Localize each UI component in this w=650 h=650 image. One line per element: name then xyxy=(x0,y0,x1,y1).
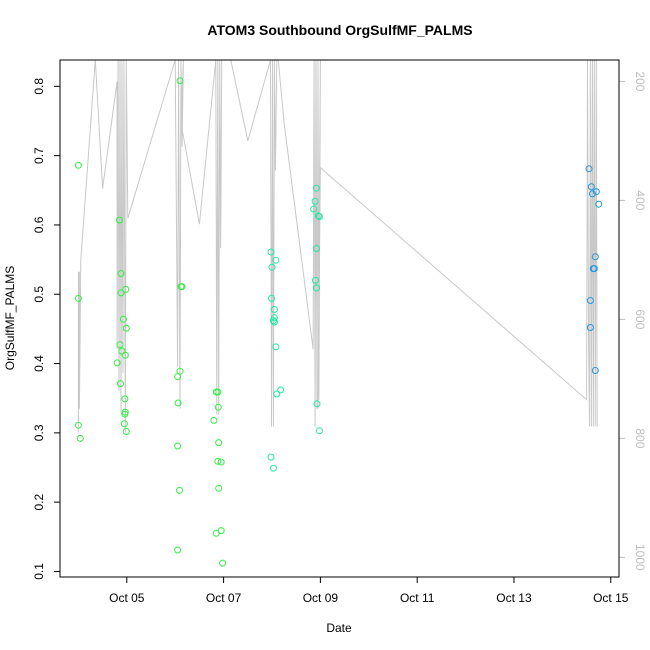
data-point xyxy=(313,400,321,408)
data-point xyxy=(122,285,130,293)
right-tick-label: 1000 xyxy=(633,544,647,571)
data-point xyxy=(76,434,84,442)
data-point xyxy=(121,395,129,403)
x-axis-label: Date xyxy=(326,621,352,635)
x-tick-label: Oct 15 xyxy=(593,591,629,605)
x-tick-label: Oct 13 xyxy=(496,591,532,605)
chart-title: ATOM3 Southbound OrgSulfMF_PALMS xyxy=(207,22,472,38)
data-point xyxy=(586,297,594,304)
data-point xyxy=(212,529,220,537)
data-point xyxy=(117,380,124,388)
data-point xyxy=(273,390,281,398)
data-point xyxy=(592,188,600,196)
data-point xyxy=(74,161,82,169)
data-point xyxy=(121,351,129,359)
data-point xyxy=(311,197,319,205)
data-point xyxy=(174,399,182,407)
data-point xyxy=(121,410,129,418)
data-point xyxy=(174,546,182,554)
right-tick-label: 200 xyxy=(633,71,647,91)
y-axis-label: OrgSulfMF_PALMS xyxy=(3,266,17,370)
data-point xyxy=(214,403,222,411)
data-point xyxy=(590,265,598,273)
data-point xyxy=(313,184,320,192)
data-point xyxy=(586,324,594,331)
x-tick-label: Oct 09 xyxy=(303,591,339,605)
right-tick-label: 800 xyxy=(633,428,647,448)
data-point xyxy=(313,245,320,252)
data-point xyxy=(315,213,323,221)
data-point xyxy=(310,205,318,213)
y-tick-label: 0.7 xyxy=(32,147,46,164)
data-points-layer xyxy=(74,77,603,567)
data-point xyxy=(174,442,182,450)
data-point xyxy=(113,359,121,367)
right-tick-label: 600 xyxy=(633,309,647,329)
y-tick-label: 0.4 xyxy=(32,355,46,372)
x-tick-label: Oct 11 xyxy=(400,591,435,605)
y-tick-label: 0.1 xyxy=(32,563,46,580)
data-point xyxy=(210,416,218,424)
data-point xyxy=(267,453,275,461)
data-point xyxy=(272,256,280,264)
data-point xyxy=(587,183,595,191)
data-point xyxy=(176,486,183,494)
plot-frame xyxy=(59,59,620,578)
x-tick-label: Oct 05 xyxy=(109,591,145,605)
data-point xyxy=(270,306,278,313)
right-tick-label: 400 xyxy=(633,190,647,210)
data-point xyxy=(215,484,223,492)
data-point xyxy=(591,253,599,261)
y-tick-label: 0.3 xyxy=(32,424,46,441)
data-point xyxy=(214,457,222,465)
data-point xyxy=(117,270,125,277)
data-point xyxy=(313,284,320,292)
data-point xyxy=(215,439,223,447)
data-point xyxy=(277,386,285,394)
data-point xyxy=(272,343,280,351)
data-point xyxy=(595,200,603,208)
data-point xyxy=(269,317,277,325)
data-point xyxy=(312,276,319,284)
y-tick-label: 0.2 xyxy=(32,493,46,510)
data-point xyxy=(176,77,184,85)
y-tick-label: 0.6 xyxy=(32,216,46,233)
data-point xyxy=(591,367,599,374)
data-point xyxy=(267,248,275,256)
data-point xyxy=(219,559,227,567)
data-point xyxy=(116,341,124,349)
y-tick-label: 0.8 xyxy=(32,78,46,95)
data-point xyxy=(585,165,593,173)
data-point xyxy=(214,388,222,396)
x-tick-label: Oct 07 xyxy=(206,591,242,605)
data-point xyxy=(174,373,182,381)
data-point xyxy=(217,458,225,466)
data-point xyxy=(269,464,277,472)
data-point xyxy=(268,294,275,302)
data-point xyxy=(315,427,323,435)
data-point xyxy=(74,421,82,429)
data-point xyxy=(314,212,322,220)
data-point xyxy=(270,318,278,326)
data-point xyxy=(120,420,128,428)
data-point xyxy=(118,347,126,355)
data-point xyxy=(117,289,125,297)
data-point xyxy=(178,283,186,291)
y-tick-label: 0.5 xyxy=(32,286,46,303)
data-point xyxy=(74,294,82,302)
data-point xyxy=(119,315,127,323)
data-point xyxy=(588,190,596,198)
data-point xyxy=(122,324,130,332)
data-point xyxy=(122,428,130,435)
data-point xyxy=(268,263,276,271)
data-point xyxy=(116,216,123,224)
